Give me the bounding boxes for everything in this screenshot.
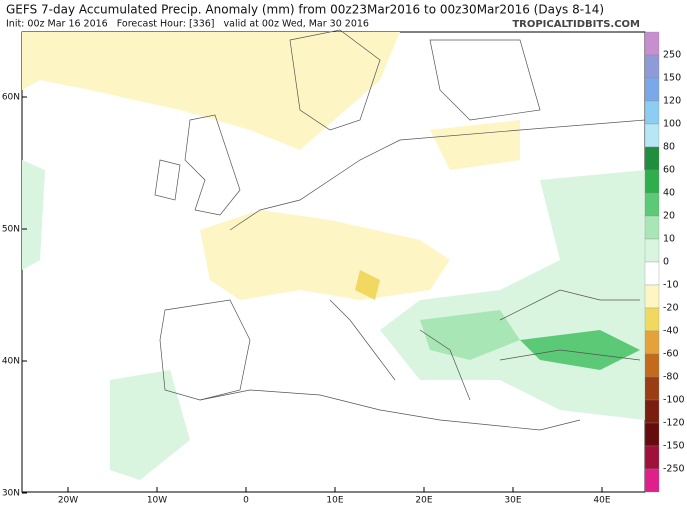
colorbar-label: 120	[663, 96, 681, 107]
colorbar-segment	[644, 31, 660, 56]
colorbar-label: 150	[663, 73, 681, 84]
colorbar-segment	[644, 261, 660, 286]
lat-label: 60N	[2, 93, 20, 103]
colorbar-label: 100	[663, 119, 681, 130]
lon-label: 0	[243, 496, 249, 506]
lat-label: 30N	[2, 489, 20, 499]
colorbar-label: 60	[663, 165, 675, 176]
colorbar-segment	[644, 238, 660, 263]
colorbar-segment	[644, 77, 660, 102]
britain	[184, 114, 241, 216]
coastline	[199, 119, 646, 431]
colorbar-label: 250	[663, 50, 681, 61]
colorbar-label: -80	[663, 372, 679, 383]
lat-label: 40N	[2, 357, 20, 367]
dry-core	[355, 270, 380, 300]
colorbar-segment	[644, 146, 660, 171]
dry-area	[430, 120, 520, 170]
colorbar-segment	[644, 307, 660, 332]
lat-label: 50N	[2, 225, 20, 235]
colorbar-segment	[644, 468, 660, 493]
colorbar-segment	[644, 54, 660, 79]
wet-area	[110, 370, 190, 480]
colorbar-segment	[644, 445, 660, 470]
scandinavia	[289, 29, 541, 131]
colorbar-segment	[644, 284, 660, 309]
wet-area	[22, 160, 45, 270]
colorbar-segment	[644, 376, 660, 401]
map	[21, 29, 646, 493]
colorbar-label: 10	[663, 234, 675, 245]
colorbar-label: 80	[663, 142, 675, 153]
wet-core	[520, 330, 640, 370]
colorbar-label: -150	[663, 441, 685, 452]
lon-label: 20E	[415, 496, 432, 506]
lon-label: 20W	[58, 496, 78, 506]
lon-label: 30E	[504, 496, 521, 506]
colorbar-label: -40	[663, 326, 679, 337]
colorbar-label: -60	[663, 349, 679, 360]
iberia	[159, 299, 251, 401]
colorbar-label: 40	[663, 188, 675, 199]
wet-area	[420, 310, 520, 360]
lon-label: 10W	[147, 496, 167, 506]
colorbar-label: -100	[663, 395, 685, 406]
dry-area	[22, 32, 400, 150]
title: GEFS 7-day Accumulated Precip. Anomaly (…	[6, 3, 604, 17]
colorbar-label: 0	[663, 257, 669, 268]
colorbar-label: -250	[663, 464, 685, 475]
dry-area	[200, 210, 450, 300]
subtitle: Init: 00z Mar 16 2016 Forecast Hour: [33…	[6, 19, 369, 30]
colorbar-label: -20	[663, 303, 679, 314]
colorbar-segment	[644, 330, 660, 355]
colorbar-label: 20	[663, 211, 675, 222]
colorbar-segment	[644, 123, 660, 148]
ireland	[154, 159, 181, 201]
colorbar-segment	[644, 353, 660, 378]
colorbar-label: -120	[663, 418, 685, 429]
lon-label: 40E	[593, 496, 610, 506]
colorbar-label: -10	[663, 280, 679, 291]
lon-label: 10E	[326, 496, 343, 506]
watermark: TROPICALTIDBITS.COM	[512, 19, 640, 30]
colorbar-segment	[644, 169, 660, 194]
colorbar-segment	[644, 192, 660, 217]
colorbar-segment	[644, 100, 660, 125]
colorbar-segment	[644, 422, 660, 447]
colorbar-segment	[644, 215, 660, 240]
colorbar-segment	[644, 399, 660, 424]
